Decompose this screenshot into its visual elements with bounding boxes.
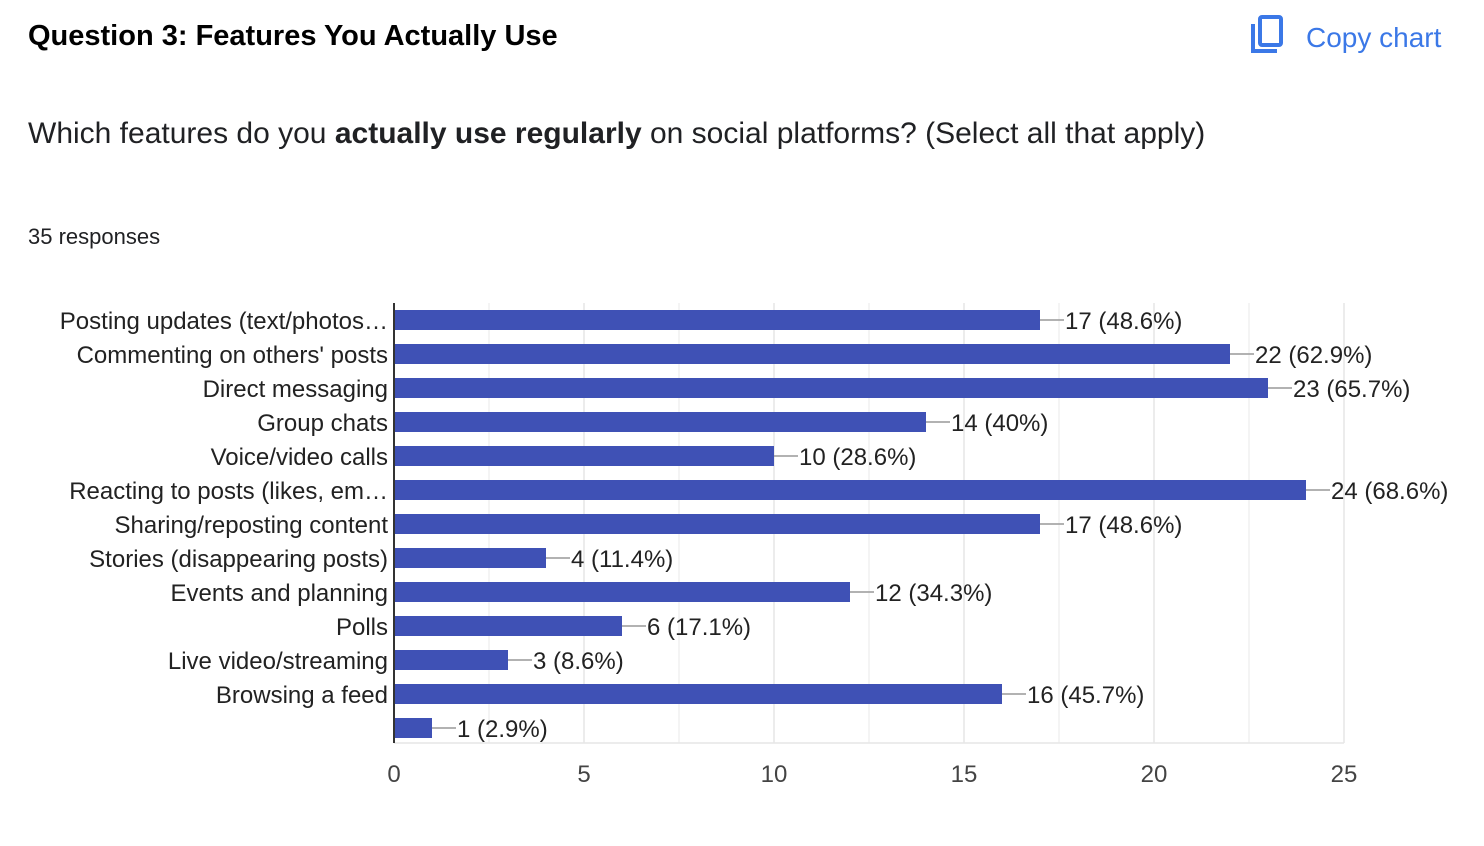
copy-chart-label: Copy chart [1306,21,1442,53]
category-label: Live video/streaming [168,648,388,675]
category-label: Events and planning [171,580,389,607]
data-label: 16 (45.7%) [1027,682,1144,709]
data-label: 10 (28.6%) [799,444,916,471]
data-label: 24 (68.6%) [1331,478,1448,505]
category-label: Commenting on others' posts [77,342,388,369]
copy-chart-button[interactable]: Copy chart [1250,14,1441,61]
x-tick-label: 0 [387,761,400,788]
x-tick-label: 20 [1141,761,1168,788]
data-label: 4 (11.4%) [571,546,673,573]
bar [394,480,1306,500]
data-label: 22 (62.9%) [1255,342,1372,369]
data-label: 17 (48.6%) [1065,308,1182,335]
x-tick-label: 25 [1331,761,1358,788]
category-label: Voice/video calls [211,444,388,471]
category-label: Posting updates (text/photos… [60,308,388,335]
category-label: Group chats [257,410,388,437]
category-label: Stories (disappearing posts) [89,546,388,573]
data-label: 14 (40%) [951,410,1048,437]
bar [394,310,1040,330]
bar [394,616,622,636]
bar [394,344,1230,364]
data-label: 23 (65.7%) [1293,376,1410,403]
bar [394,378,1268,398]
data-label: 1 (2.9%) [457,716,548,743]
x-tick-label: 15 [951,761,978,788]
copy-icon [1250,14,1284,61]
bar [394,650,508,670]
category-label: Polls [336,614,388,641]
bar [394,582,850,602]
x-tick-label: 5 [577,761,590,788]
bar [394,446,774,466]
category-label: Sharing/reposting content [114,512,388,539]
bar [394,718,432,738]
response-count: 35 responses [28,224,161,249]
category-label: Browsing a feed [216,682,388,709]
data-label: 3 (8.6%) [533,648,624,675]
bar [394,514,1040,534]
bar [394,684,1002,704]
bar [394,548,546,568]
question-part: Which features do you [28,117,335,150]
question-part: on social platforms? (Select all that ap… [641,117,1206,150]
category-label: Direct messaging [203,376,388,403]
x-tick-label: 10 [761,761,788,788]
category-label: Reacting to posts (likes, em… [69,478,388,505]
question-text: Which features do you actually use regul… [28,112,1228,156]
question-emphasis: actually use regularly [334,117,642,150]
data-label: 12 (34.3%) [875,580,992,607]
chart-title: Question 3: Features You Actually Use [28,20,558,52]
bar [394,412,926,432]
data-label: 17 (48.6%) [1065,512,1182,539]
data-label: 6 (17.1%) [647,614,751,641]
